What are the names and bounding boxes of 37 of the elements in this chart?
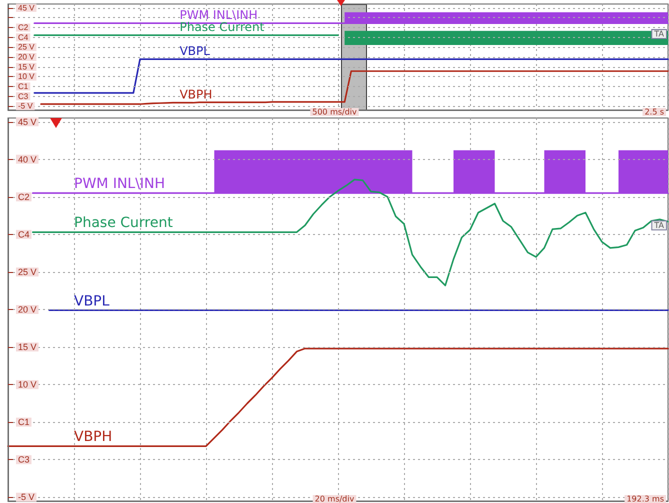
y-tick-label: -5 V [18, 102, 34, 111]
series-label: PWM INL\INH [180, 8, 258, 22]
annotation: 192.3 ms [626, 494, 664, 503]
y-tick-label: 25 V [18, 42, 36, 52]
y-tick-label: 15 V [18, 62, 36, 72]
y-tick-label: C3 [18, 454, 30, 465]
series-label: VBPH [180, 88, 212, 102]
y-tick-label: 15 V [18, 342, 37, 352]
line-series [40, 70, 669, 105]
series-label: VBPL [74, 293, 110, 310]
series-label: VBPH [74, 429, 112, 446]
y-tick-label: C3 [18, 92, 29, 101]
y-tick-label: C4 [18, 229, 30, 240]
annotation: TA [653, 30, 665, 39]
annotation: 2.5 s [644, 108, 664, 116]
y-tick-label: 20 V [18, 304, 37, 314]
y-tick-label: 45 V [18, 3, 36, 12]
annotation: 500 ms/div [312, 108, 358, 116]
y-tick-label: C4 [18, 32, 29, 42]
y-tick-label: 10 V [18, 72, 36, 82]
y-tick-label: 25 V [18, 266, 37, 277]
y-tick-label: -5 V [18, 492, 35, 502]
series-label: VBPL [180, 44, 210, 58]
series-label: Phase Current [180, 20, 265, 34]
y-tick-label: 10 V [18, 380, 37, 390]
y-tick-label: C1 [18, 82, 29, 91]
y-tick-label: C2 [18, 23, 29, 32]
y-tick-label: C2 [18, 192, 30, 202]
series-label: Phase Current [74, 215, 174, 232]
y-tick-label: 45 V [18, 116, 37, 127]
annotation: 20 ms/div [314, 494, 354, 503]
y-tick-label: 20 V [18, 52, 36, 62]
series-label: PWM INL\INH [74, 176, 166, 192]
line-series [32, 178, 669, 286]
annotation: TA [653, 220, 665, 230]
y-tick-label: 40 V [18, 154, 37, 164]
y-tick-label: C1 [18, 417, 30, 428]
